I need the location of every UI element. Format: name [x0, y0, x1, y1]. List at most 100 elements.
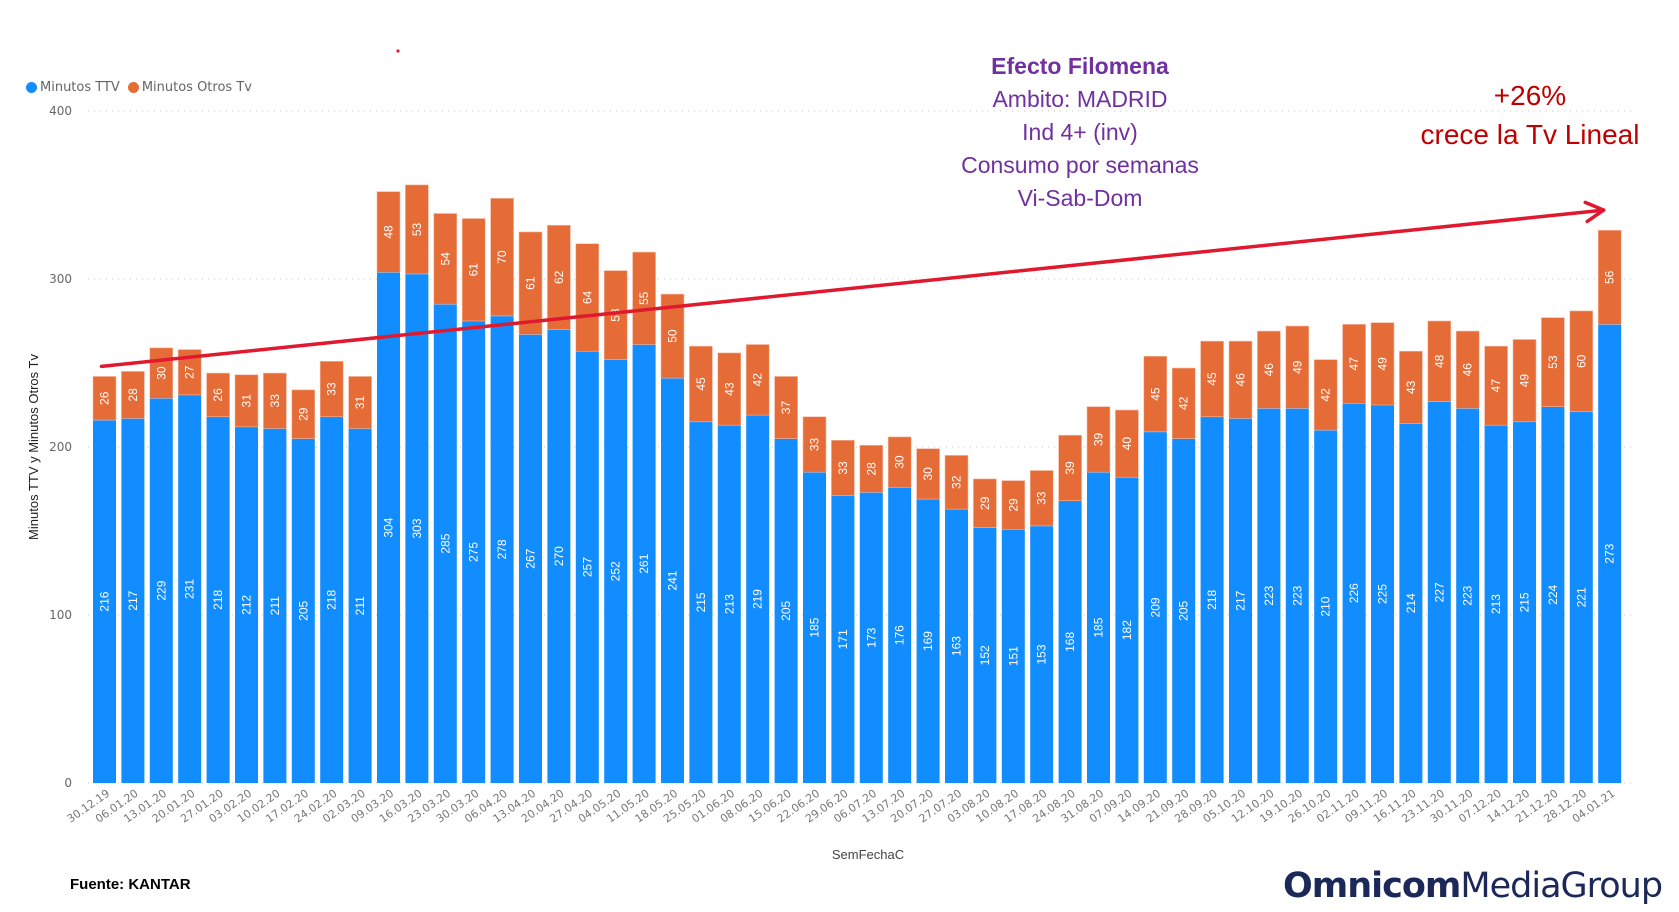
bar-ttv[interactable] — [945, 509, 968, 783]
bar-otros[interactable] — [1171, 367, 1196, 439]
bar-otros[interactable] — [575, 243, 600, 352]
bar-otros[interactable] — [1569, 310, 1594, 413]
bar-otros[interactable] — [632, 251, 656, 345]
bar-otros[interactable] — [1257, 330, 1281, 409]
bar-otros[interactable] — [518, 231, 543, 335]
bar-ttv[interactable] — [604, 359, 628, 783]
bar-ttv[interactable] — [1087, 472, 1110, 783]
bar-ttv[interactable] — [206, 416, 230, 783]
bar-otros[interactable] — [433, 213, 458, 305]
bar-ttv[interactable] — [1229, 418, 1252, 783]
bar-otros[interactable] — [1285, 325, 1310, 409]
bar-otros[interactable] — [319, 361, 344, 418]
bar-otros[interactable] — [1427, 320, 1452, 402]
bar-otros[interactable] — [206, 372, 230, 418]
bar-ttv[interactable] — [348, 428, 372, 783]
bar-ttv[interactable] — [1484, 425, 1508, 783]
bar-otros[interactable] — [802, 416, 827, 473]
bar-ttv[interactable] — [1371, 405, 1394, 783]
bar-ttv[interactable] — [1598, 324, 1622, 783]
bar-otros[interactable] — [461, 218, 486, 322]
bar-ttv[interactable] — [831, 495, 855, 783]
bar-ttv[interactable] — [1143, 431, 1167, 783]
bar-otros[interactable] — [660, 293, 685, 379]
bar-ttv[interactable] — [1115, 477, 1139, 783]
bar-ttv[interactable] — [377, 272, 400, 783]
bar-otros[interactable] — [1370, 322, 1395, 406]
bar-ttv[interactable] — [1569, 411, 1593, 783]
bar-ttv[interactable] — [235, 426, 258, 783]
bar-ttv[interactable] — [291, 438, 315, 783]
bar-ttv[interactable] — [1314, 430, 1338, 783]
bar-otros[interactable] — [944, 455, 969, 510]
bar-otros[interactable] — [263, 372, 287, 429]
bar-ttv[interactable] — [519, 334, 542, 783]
bar-otros[interactable] — [831, 439, 855, 497]
bar-ttv[interactable] — [575, 351, 599, 783]
bar-ttv[interactable] — [746, 415, 770, 783]
legend-item-ttv[interactable]: Minutos TTV — [26, 80, 120, 95]
bar-otros[interactable] — [1597, 229, 1622, 325]
bar-ttv[interactable] — [490, 315, 514, 783]
bar-ttv[interactable] — [888, 487, 912, 783]
bar-otros[interactable] — [1001, 480, 1026, 530]
bar-otros[interactable] — [291, 389, 316, 439]
bar-otros[interactable] — [92, 376, 117, 421]
bar-ttv[interactable] — [1058, 500, 1082, 783]
bar-ttv[interactable] — [973, 527, 997, 783]
bar-otros[interactable] — [177, 349, 202, 396]
bar-ttv[interactable] — [1399, 423, 1423, 783]
bar-ttv[interactable] — [1030, 525, 1054, 783]
bar-otros[interactable] — [234, 374, 259, 428]
bar-otros[interactable] — [490, 198, 514, 317]
bar-otros[interactable] — [1115, 409, 1139, 478]
bar-ttv[interactable] — [1172, 438, 1196, 783]
bar-ttv[interactable] — [1200, 416, 1224, 783]
bar-otros[interactable] — [121, 371, 145, 419]
bar-ttv[interactable] — [717, 425, 741, 783]
bar-ttv[interactable] — [433, 304, 457, 783]
bar-otros[interactable] — [1086, 406, 1111, 473]
bar-ttv[interactable] — [93, 420, 116, 783]
bar-otros[interactable] — [916, 448, 940, 500]
bar-ttv[interactable] — [149, 398, 173, 783]
legend-item-otros[interactable]: Minutos Otros Tv — [127, 80, 252, 95]
bar-otros[interactable] — [1455, 330, 1480, 409]
bar-ttv[interactable] — [320, 416, 344, 783]
bar-ttv[interactable] — [661, 378, 684, 783]
bar-ttv[interactable] — [689, 421, 713, 783]
bar-otros[interactable] — [376, 191, 401, 273]
bar-otros[interactable] — [689, 345, 713, 423]
bar-ttv[interactable] — [774, 438, 798, 783]
bar-ttv[interactable] — [405, 273, 429, 783]
bar-otros[interactable] — [1029, 470, 1054, 527]
bar-ttv[interactable] — [547, 329, 571, 783]
bar-otros[interactable] — [405, 184, 429, 275]
bar-otros[interactable] — [717, 352, 742, 426]
bar-otros[interactable] — [1058, 434, 1082, 502]
bar-ttv[interactable] — [1456, 408, 1480, 783]
bar-otros[interactable] — [859, 445, 884, 493]
bar-ttv[interactable] — [1001, 529, 1025, 783]
bar-ttv[interactable] — [1513, 421, 1536, 783]
bar-ttv[interactable] — [632, 344, 656, 783]
bar-otros[interactable] — [1228, 340, 1253, 419]
bar-ttv[interactable] — [1427, 401, 1451, 783]
bar-ttv[interactable] — [178, 394, 202, 783]
bar-otros[interactable] — [887, 436, 912, 488]
bar-otros[interactable] — [774, 376, 798, 439]
bar-ttv[interactable] — [462, 321, 486, 783]
bar-ttv[interactable] — [1285, 408, 1309, 783]
bar-otros[interactable] — [1541, 317, 1565, 407]
bar-otros[interactable] — [1484, 345, 1508, 426]
bar-otros[interactable] — [1399, 350, 1423, 424]
bar-otros[interactable] — [1313, 359, 1338, 431]
bar-otros[interactable] — [348, 376, 372, 429]
bar-ttv[interactable] — [1541, 406, 1565, 783]
bar-ttv[interactable] — [859, 492, 883, 783]
bar-otros[interactable] — [745, 344, 770, 416]
bar-ttv[interactable] — [916, 499, 940, 783]
bar-otros[interactable] — [973, 478, 997, 528]
bar-ttv[interactable] — [121, 418, 145, 783]
bar-otros[interactable] — [1342, 324, 1366, 404]
